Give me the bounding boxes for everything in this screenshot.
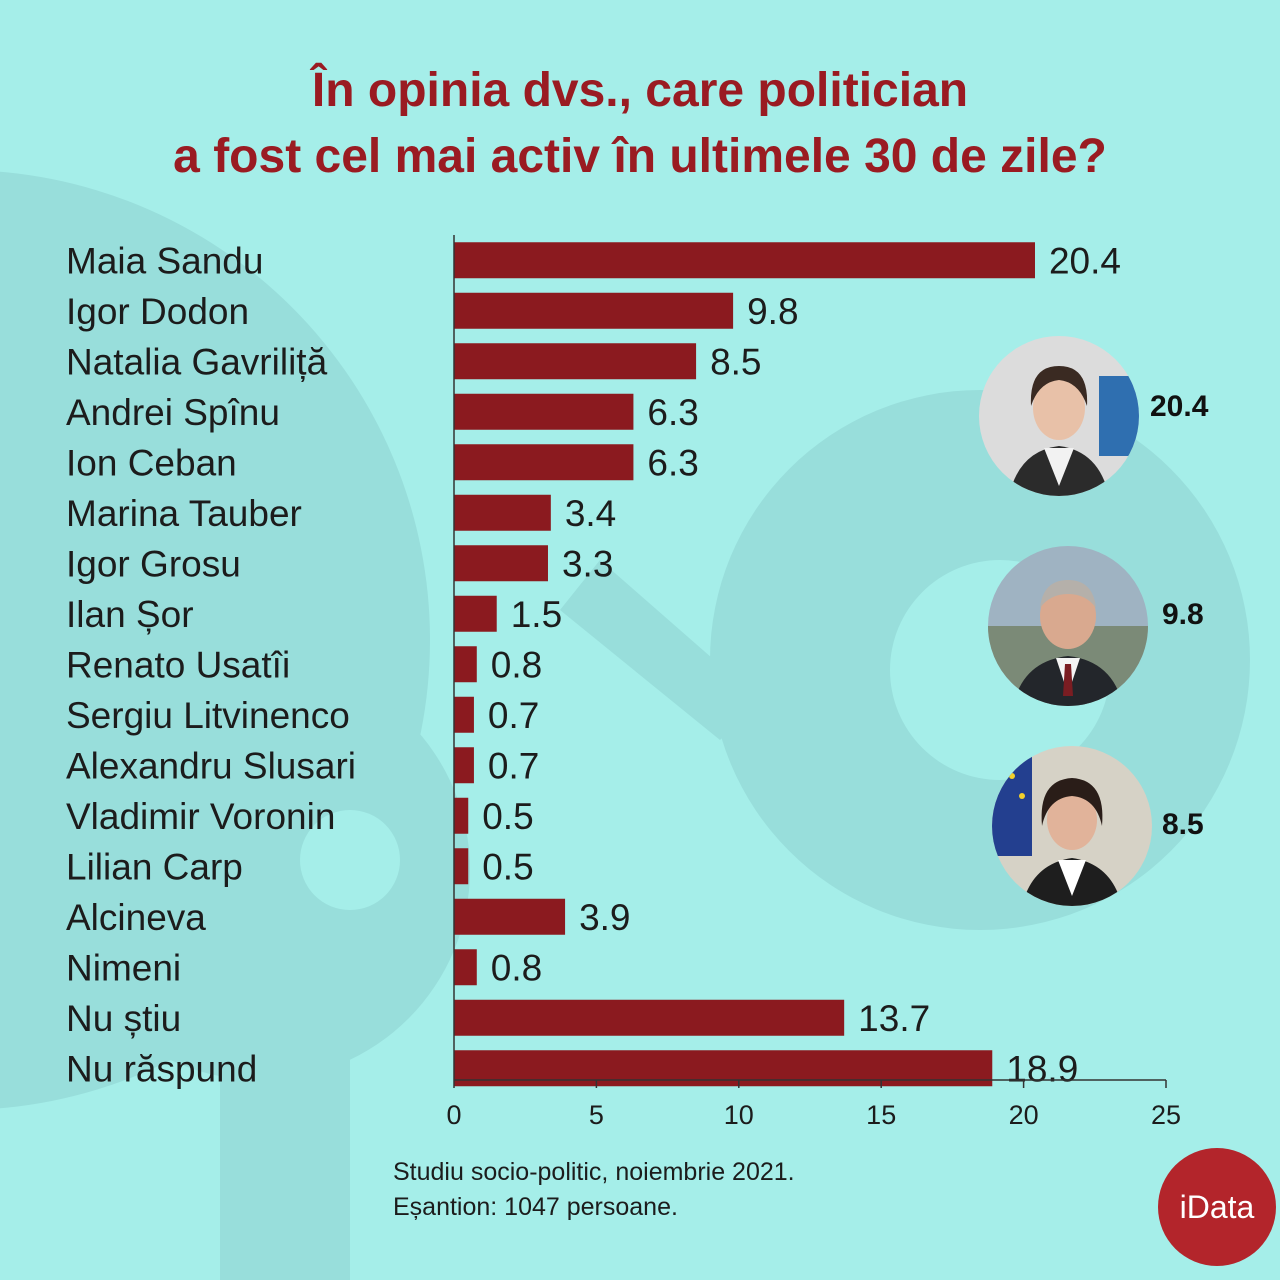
category-label: Sergiu Litvinenco [66,695,350,736]
category-label: Ion Ceban [66,442,237,483]
value-label: 0.7 [488,695,539,736]
value-label: 8.5 [710,341,761,382]
bar [454,444,634,481]
x-tick-label: 20 [1009,1100,1039,1130]
chart-title: În opinia dvs., care politician a fost c… [0,58,1280,190]
idata-logo: iData [1158,1148,1276,1266]
value-label: 18.9 [1006,1048,1078,1089]
source-note: Studiu socio-politic, noiembrie 2021. Eș… [393,1155,795,1225]
category-label: Renato Usatîi [66,644,290,685]
natalia-gavrilita-portrait-icon [992,746,1152,906]
source-line-1: Studiu socio-politic, noiembrie 2021. [393,1158,795,1186]
value-label: 6.3 [647,442,698,483]
value-label: 3.9 [579,897,630,938]
category-label: Marina Tauber [66,493,302,534]
category-label: Nu răspund [66,1048,257,1089]
bar [454,494,551,531]
category-label: Nimeni [66,947,181,988]
value-label: 3.3 [562,543,613,584]
bar [454,595,497,632]
chart-title-line-2: a fost cel mai activ în ultimele 30 de z… [173,130,1107,183]
category-label: Nu știu [66,998,181,1039]
value-label: 0.8 [491,947,542,988]
highlight-value-2: 9.8 [1162,598,1204,631]
value-label: 6.3 [647,392,698,433]
bar [454,949,477,986]
bar [454,747,474,784]
maia-sandu-portrait-icon [979,336,1139,496]
bar [454,1050,993,1087]
category-label: Igor Dodon [66,291,249,332]
value-label: 13.7 [858,998,930,1039]
source-line-2: Eșantion: 1047 persoane. [393,1193,678,1221]
bar [454,242,1035,279]
category-label: Andrei Spînu [66,392,280,433]
x-tick-label: 15 [866,1100,896,1130]
category-label: Lilian Carp [66,846,243,887]
highlight-value-3: 8.5 [1162,808,1204,841]
igor-dodon-photo [988,546,1148,706]
bar [454,696,474,733]
bar [454,393,634,430]
category-label: Igor Grosu [66,543,241,584]
bar [454,999,845,1036]
value-label: 9.8 [747,291,798,332]
category-label: Vladimir Voronin [66,796,335,837]
logo-text: iData [1179,1188,1255,1225]
category-label: Alexandru Slusari [66,745,356,786]
value-label: 3.4 [565,493,616,534]
value-label: 0.5 [482,846,533,887]
category-label: Maia Sandu [66,240,263,281]
chart-title-line-1: În opinia dvs., care politician [311,64,969,117]
x-tick-label: 5 [589,1100,604,1130]
bar [454,898,566,935]
x-tick-label: 25 [1151,1100,1181,1130]
maia-sandu-photo [979,336,1139,496]
value-label: 0.7 [488,745,539,786]
igor-dodon-portrait-icon [988,546,1148,706]
highlight-value-1: 20.4 [1150,390,1209,423]
bar [454,343,697,380]
category-label: Natalia Gavriliță [66,341,328,382]
x-tick-label: 0 [446,1100,461,1130]
x-tick-label: 10 [724,1100,754,1130]
value-label: 1.5 [511,594,562,635]
bar [454,292,734,329]
value-label: 20.4 [1049,240,1121,281]
category-label: Alcineva [66,897,206,938]
value-label: 0.5 [482,796,533,837]
bar [454,545,548,582]
bar [454,646,477,683]
natalia-gavrilita-photo [992,746,1152,906]
value-label: 0.8 [491,644,542,685]
bar [454,797,469,834]
category-label: Ilan Șor [66,594,194,635]
bar [454,848,469,885]
